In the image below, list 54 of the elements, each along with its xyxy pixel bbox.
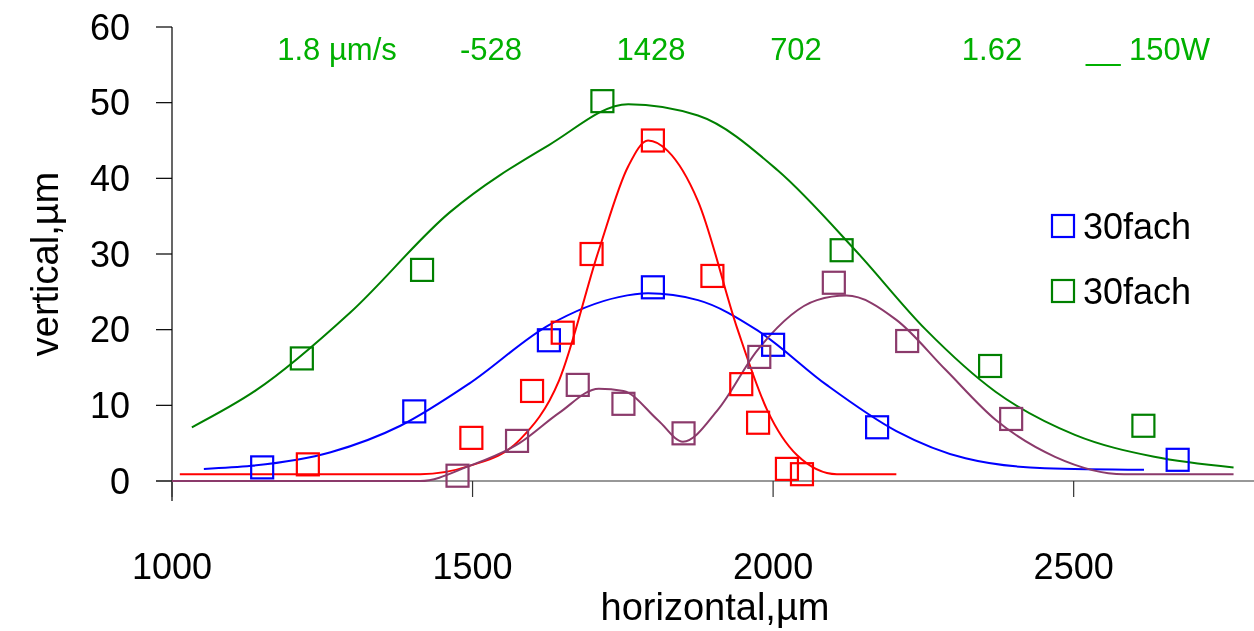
point — [700, 263, 725, 289]
point — [978, 353, 1003, 379]
point — [565, 372, 590, 397]
point — [865, 415, 890, 440]
annotation: __ 150W — [1084, 32, 1211, 67]
point — [640, 275, 665, 300]
point — [445, 463, 470, 488]
x-tick-label: 2000 — [733, 546, 814, 587]
point — [821, 270, 846, 295]
point — [402, 399, 427, 424]
point — [1165, 447, 1190, 472]
x-tick-label: 1000 — [131, 546, 213, 587]
point — [250, 455, 275, 480]
legend-label: 30fach — [1083, 270, 1192, 312]
y-axis-title: vertical,µm — [24, 171, 66, 357]
annotation: -528 — [459, 32, 523, 67]
point — [640, 128, 665, 153]
annotation: 1.8 µm/s — [277, 32, 397, 67]
point — [747, 344, 772, 370]
point — [729, 372, 754, 397]
annotation: 1428 — [616, 32, 686, 67]
point — [579, 241, 604, 267]
y-tick-label: 40 — [89, 157, 130, 199]
y-tick-label: 30 — [89, 233, 130, 275]
point — [409, 257, 435, 282]
point — [504, 428, 530, 453]
x-axis-title: horizontal,µm — [600, 586, 830, 628]
y-tick-label: 50 — [89, 82, 130, 124]
point — [895, 328, 920, 354]
y-tick-label: 60 — [89, 6, 130, 48]
point — [761, 332, 786, 357]
point — [550, 320, 575, 345]
y-tick-label: 10 — [89, 384, 130, 426]
point — [459, 425, 484, 450]
annotation: 702 — [770, 32, 822, 67]
point — [289, 346, 314, 371]
point — [829, 238, 854, 263]
point — [295, 452, 320, 477]
point — [519, 378, 545, 404]
point — [1131, 413, 1156, 438]
annotation: 1.62 — [961, 32, 1023, 67]
point — [789, 462, 815, 487]
point — [999, 406, 1024, 432]
y-tick-label: 0 — [109, 460, 130, 502]
x-tick-label: 2500 — [1033, 546, 1114, 587]
y-tick-label: 20 — [89, 309, 130, 351]
point — [590, 89, 615, 114]
point — [745, 410, 771, 435]
legend-label: 30fach — [1083, 205, 1192, 247]
point — [536, 328, 561, 353]
x-tick-label: 1500 — [432, 546, 513, 587]
point — [774, 456, 800, 481]
point — [671, 421, 696, 446]
point — [611, 391, 636, 416]
